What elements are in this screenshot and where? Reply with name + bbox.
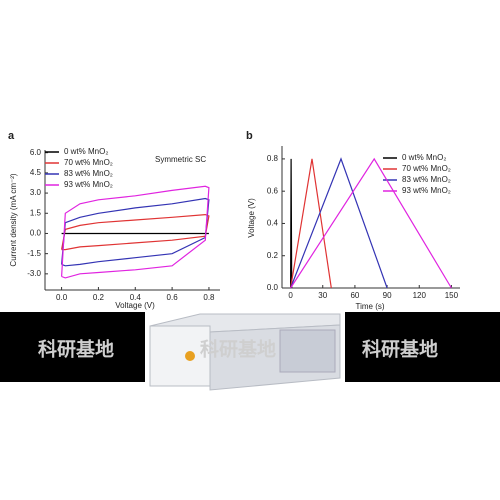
series-line — [290, 157, 452, 289]
watermark: 科研基地 — [38, 338, 114, 361]
panel-label: b — [246, 130, 253, 142]
legend-label: 83 wt% MnO₂ — [402, 175, 451, 184]
series-line — [61, 213, 210, 251]
y-tick-label: 0.0 — [30, 229, 42, 238]
y-tick-label: 0.4 — [267, 219, 279, 228]
x-tick-label: 120 — [413, 291, 427, 300]
series-line — [61, 197, 210, 267]
y-tick-label: 0.2 — [267, 251, 279, 260]
watermark: 科研基地 — [362, 338, 438, 361]
legend-label: 0 wt% MnO₂ — [402, 153, 446, 162]
y-tick-label: 6.0 — [30, 148, 42, 157]
watermark: 科研基地 — [200, 338, 276, 361]
x-tick-label: 0.8 — [203, 293, 215, 302]
series-line — [290, 158, 293, 289]
y-axis-label: Current density (mA cm⁻²) — [9, 173, 18, 266]
y-tick-label: -3.0 — [27, 269, 41, 278]
y-tick-label: 0.0 — [267, 283, 279, 292]
x-tick-label: 30 — [318, 291, 327, 300]
annotation: Symmetric SC — [155, 155, 206, 164]
x-tick-label: 90 — [383, 291, 392, 300]
y-tick-label: 0.6 — [267, 186, 279, 195]
device — [149, 313, 341, 391]
y-tick-label: 3.0 — [30, 188, 42, 197]
x-tick-label: 0.2 — [93, 293, 105, 302]
legend-label: 93 wt% MnO₂ — [402, 186, 451, 195]
x-tick-label: 0.0 — [56, 293, 68, 302]
series-line — [61, 185, 210, 279]
panel-label: a — [8, 130, 15, 142]
y-axis-label: Voltage (V) — [247, 198, 256, 238]
x-tick-label: 0 — [288, 291, 293, 300]
y-tick-label: -1.5 — [27, 249, 41, 258]
x-tick-label: 150 — [445, 291, 459, 300]
legend-label: 70 wt% MnO₂ — [402, 164, 451, 173]
x-tick-label: 0.6 — [167, 293, 179, 302]
x-tick-label: 0.4 — [130, 293, 142, 302]
legend-label: 0 wt% MnO₂ — [64, 147, 108, 156]
x-axis-label: Time (s) — [355, 302, 384, 311]
x-axis-label: Voltage (V) — [115, 301, 155, 310]
y-tick-label: 4.5 — [30, 168, 42, 177]
legend-label: 70 wt% MnO₂ — [64, 158, 113, 167]
y-tick-label: 1.5 — [30, 208, 42, 217]
series-line — [290, 157, 388, 289]
legend-label: 83 wt% MnO₂ — [64, 169, 113, 178]
x-tick-label: 60 — [350, 291, 359, 300]
legend-label: 93 wt% MnO₂ — [64, 180, 113, 189]
series-line — [290, 158, 332, 289]
y-tick-label: 0.8 — [267, 154, 279, 163]
